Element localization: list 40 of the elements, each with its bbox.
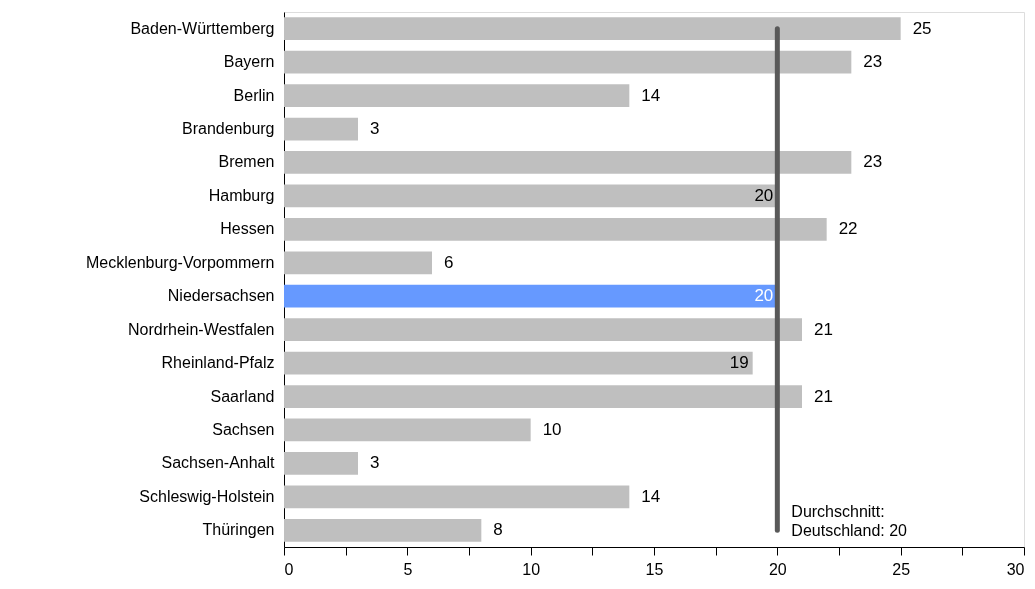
data-label: 20 bbox=[754, 286, 774, 306]
data-label: 10 bbox=[542, 419, 562, 439]
x-tick-label: 20 bbox=[768, 560, 787, 578]
x-tick-label: 25 bbox=[892, 560, 911, 578]
y-tick-label: Berlin bbox=[233, 86, 275, 104]
data-label: 3 bbox=[370, 119, 380, 139]
y-tick-label: Saarland bbox=[210, 387, 275, 405]
data-label: 3 bbox=[370, 453, 380, 473]
y-tick-label: Bremen bbox=[218, 153, 275, 171]
x-tick-label: 5 bbox=[403, 560, 413, 578]
data-label: 14 bbox=[641, 85, 661, 105]
data-label: 21 bbox=[814, 319, 833, 339]
data-label: 8 bbox=[493, 520, 503, 540]
data-label: 21 bbox=[814, 386, 833, 406]
y-tick-label: Brandenburg bbox=[181, 120, 275, 138]
data-label: 6 bbox=[444, 252, 454, 272]
data-label: 20 bbox=[754, 185, 774, 205]
x-tick-label: 30 bbox=[1006, 560, 1025, 578]
ref-line-label: Durchschnitt: Deutschland: 20 bbox=[791, 503, 908, 540]
data-label: 22 bbox=[838, 219, 858, 239]
y-tick-label: Sachsen-Anhalt bbox=[161, 454, 276, 472]
data-label: 19 bbox=[729, 353, 749, 373]
y-tick-label: Mecklenburg-Vorpommern bbox=[85, 253, 275, 271]
y-tick-label: Bayern bbox=[223, 53, 275, 71]
data-label: 14 bbox=[641, 486, 661, 506]
y-tick-label: Thüringen bbox=[202, 521, 275, 539]
x-tick-label: 0 bbox=[284, 560, 294, 578]
y-tick-label: Baden-Württemberg bbox=[130, 19, 275, 37]
x-tick-label: 15 bbox=[645, 560, 664, 578]
x-tick-label: 10 bbox=[522, 560, 541, 578]
y-tick-label: Hamburg bbox=[208, 186, 275, 204]
y-tick-label: Schleswig-Holstein bbox=[139, 487, 275, 505]
data-label: 25 bbox=[912, 18, 932, 38]
y-tick-label: Rheinland-Pfalz bbox=[161, 354, 275, 372]
y-tick-label: Niedersachsen bbox=[167, 287, 275, 305]
data-label: 23 bbox=[863, 52, 883, 72]
y-tick-label: Nordrhein-Westfalen bbox=[128, 320, 275, 338]
y-tick-label: Hessen bbox=[220, 220, 275, 238]
data-label: 23 bbox=[863, 152, 883, 172]
y-tick-label: Sachsen bbox=[212, 420, 275, 438]
